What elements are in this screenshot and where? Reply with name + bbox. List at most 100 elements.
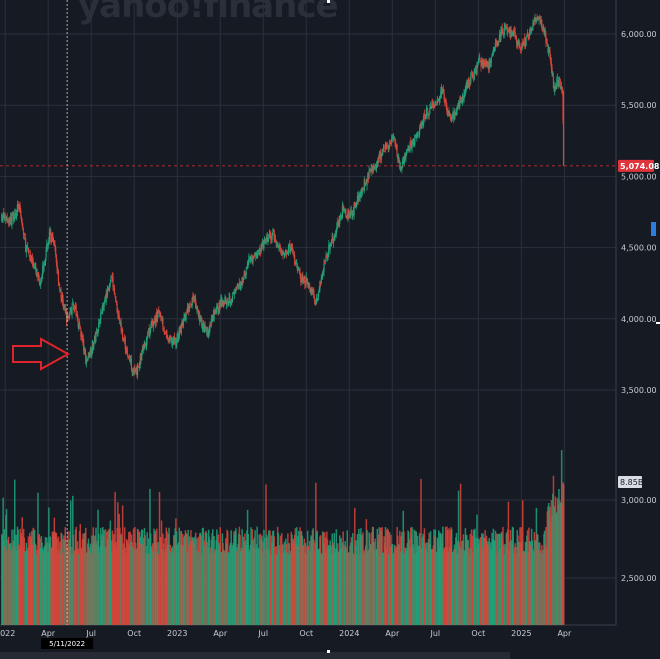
candle-body bbox=[164, 332, 166, 334]
candle-body bbox=[314, 300, 316, 302]
candle-body bbox=[73, 307, 75, 310]
candle-body bbox=[409, 142, 411, 152]
candle-body bbox=[188, 307, 190, 312]
candle-body bbox=[523, 39, 525, 43]
time-tick-label: Apr bbox=[41, 629, 56, 638]
candle-body bbox=[561, 87, 563, 93]
candle-body bbox=[459, 96, 462, 103]
candle-body bbox=[218, 311, 220, 314]
volume-bars bbox=[1, 450, 565, 625]
candle-body bbox=[175, 338, 178, 347]
candle-body bbox=[182, 319, 184, 326]
candle-body bbox=[363, 188, 365, 190]
candle-body bbox=[166, 332, 168, 337]
candle-body bbox=[124, 336, 126, 340]
candle-body bbox=[444, 102, 447, 104]
candle-body bbox=[335, 229, 337, 235]
candle-body bbox=[173, 337, 176, 344]
candle-body bbox=[258, 249, 260, 252]
candle-body bbox=[428, 114, 430, 116]
candle-body bbox=[552, 76, 555, 89]
candle-body bbox=[383, 146, 385, 150]
candle-body bbox=[516, 41, 518, 46]
candle-body bbox=[126, 349, 128, 355]
candle-body bbox=[420, 122, 422, 128]
time-tick-label: Jul bbox=[85, 629, 96, 638]
candle-body bbox=[161, 319, 163, 322]
candle-body bbox=[48, 231, 51, 243]
candle-body bbox=[205, 328, 207, 332]
candle-body bbox=[17, 205, 19, 206]
candle-body bbox=[59, 290, 62, 292]
candle-body bbox=[18, 205, 20, 210]
candle-body bbox=[237, 286, 239, 288]
candle-body bbox=[268, 234, 270, 238]
candle-body bbox=[105, 293, 107, 303]
axis-badges: 5,074.08 8.85B 5/11/2022 bbox=[41, 159, 660, 649]
candle-body bbox=[185, 314, 187, 321]
candle-body bbox=[22, 226, 24, 230]
candle-body bbox=[417, 133, 419, 135]
candle-body bbox=[146, 335, 148, 341]
candle-body bbox=[267, 239, 269, 242]
candle-body bbox=[61, 293, 64, 301]
candle-body bbox=[235, 286, 237, 290]
candle-body bbox=[39, 283, 41, 286]
candle-body bbox=[549, 50, 551, 59]
candle-body bbox=[23, 232, 25, 237]
candle-body bbox=[356, 196, 359, 202]
candle-body bbox=[556, 78, 558, 86]
candle-body bbox=[545, 34, 547, 43]
candle-body bbox=[167, 336, 169, 339]
candle-body bbox=[483, 61, 486, 66]
candle-body bbox=[44, 258, 47, 266]
scroll-marker bbox=[327, 650, 330, 653]
side-marker bbox=[651, 222, 656, 236]
candle-body bbox=[215, 308, 217, 314]
candle-body bbox=[108, 289, 110, 291]
candle-body bbox=[439, 97, 441, 100]
candle-body bbox=[360, 188, 363, 194]
candle-body bbox=[328, 247, 331, 249]
yahoo-finance-watermark: yahoo!finance bbox=[78, 0, 339, 26]
candle-body bbox=[259, 247, 261, 255]
current-price-label: 5,074.08 bbox=[620, 162, 660, 171]
candle-body bbox=[120, 322, 122, 331]
candle-body bbox=[6, 217, 8, 221]
candle-body bbox=[11, 216, 13, 225]
candle-body bbox=[425, 108, 428, 117]
candle-body bbox=[332, 236, 334, 243]
candle-body bbox=[550, 62, 552, 69]
candle-body bbox=[118, 314, 120, 321]
candle-body bbox=[296, 262, 298, 264]
candle-body bbox=[311, 288, 313, 292]
candle-body bbox=[434, 104, 436, 107]
candle-body bbox=[246, 267, 248, 269]
candle-body bbox=[7, 221, 9, 222]
candle-body bbox=[240, 283, 242, 290]
candle-body bbox=[244, 274, 247, 278]
candle-body bbox=[368, 170, 370, 178]
candle-body bbox=[507, 28, 509, 32]
candle-body bbox=[261, 246, 263, 248]
candle-body bbox=[268, 238, 270, 240]
candle-body bbox=[269, 233, 271, 236]
time-tick-label: Jul bbox=[430, 629, 441, 638]
candle-body bbox=[445, 101, 447, 107]
candle-body bbox=[365, 183, 367, 185]
candle-body bbox=[395, 142, 397, 146]
candle-body bbox=[346, 218, 348, 219]
candle-body bbox=[264, 238, 266, 243]
candle-body bbox=[177, 337, 180, 340]
candle-body bbox=[450, 117, 452, 122]
candle-body bbox=[502, 34, 505, 36]
candle-body bbox=[396, 144, 398, 157]
candle-body bbox=[476, 65, 478, 75]
candle-body bbox=[360, 190, 362, 195]
candle-body bbox=[356, 202, 358, 203]
candle-body bbox=[216, 304, 219, 307]
candle-body bbox=[412, 140, 414, 142]
candle-body bbox=[249, 257, 251, 259]
candle-body bbox=[201, 326, 204, 329]
